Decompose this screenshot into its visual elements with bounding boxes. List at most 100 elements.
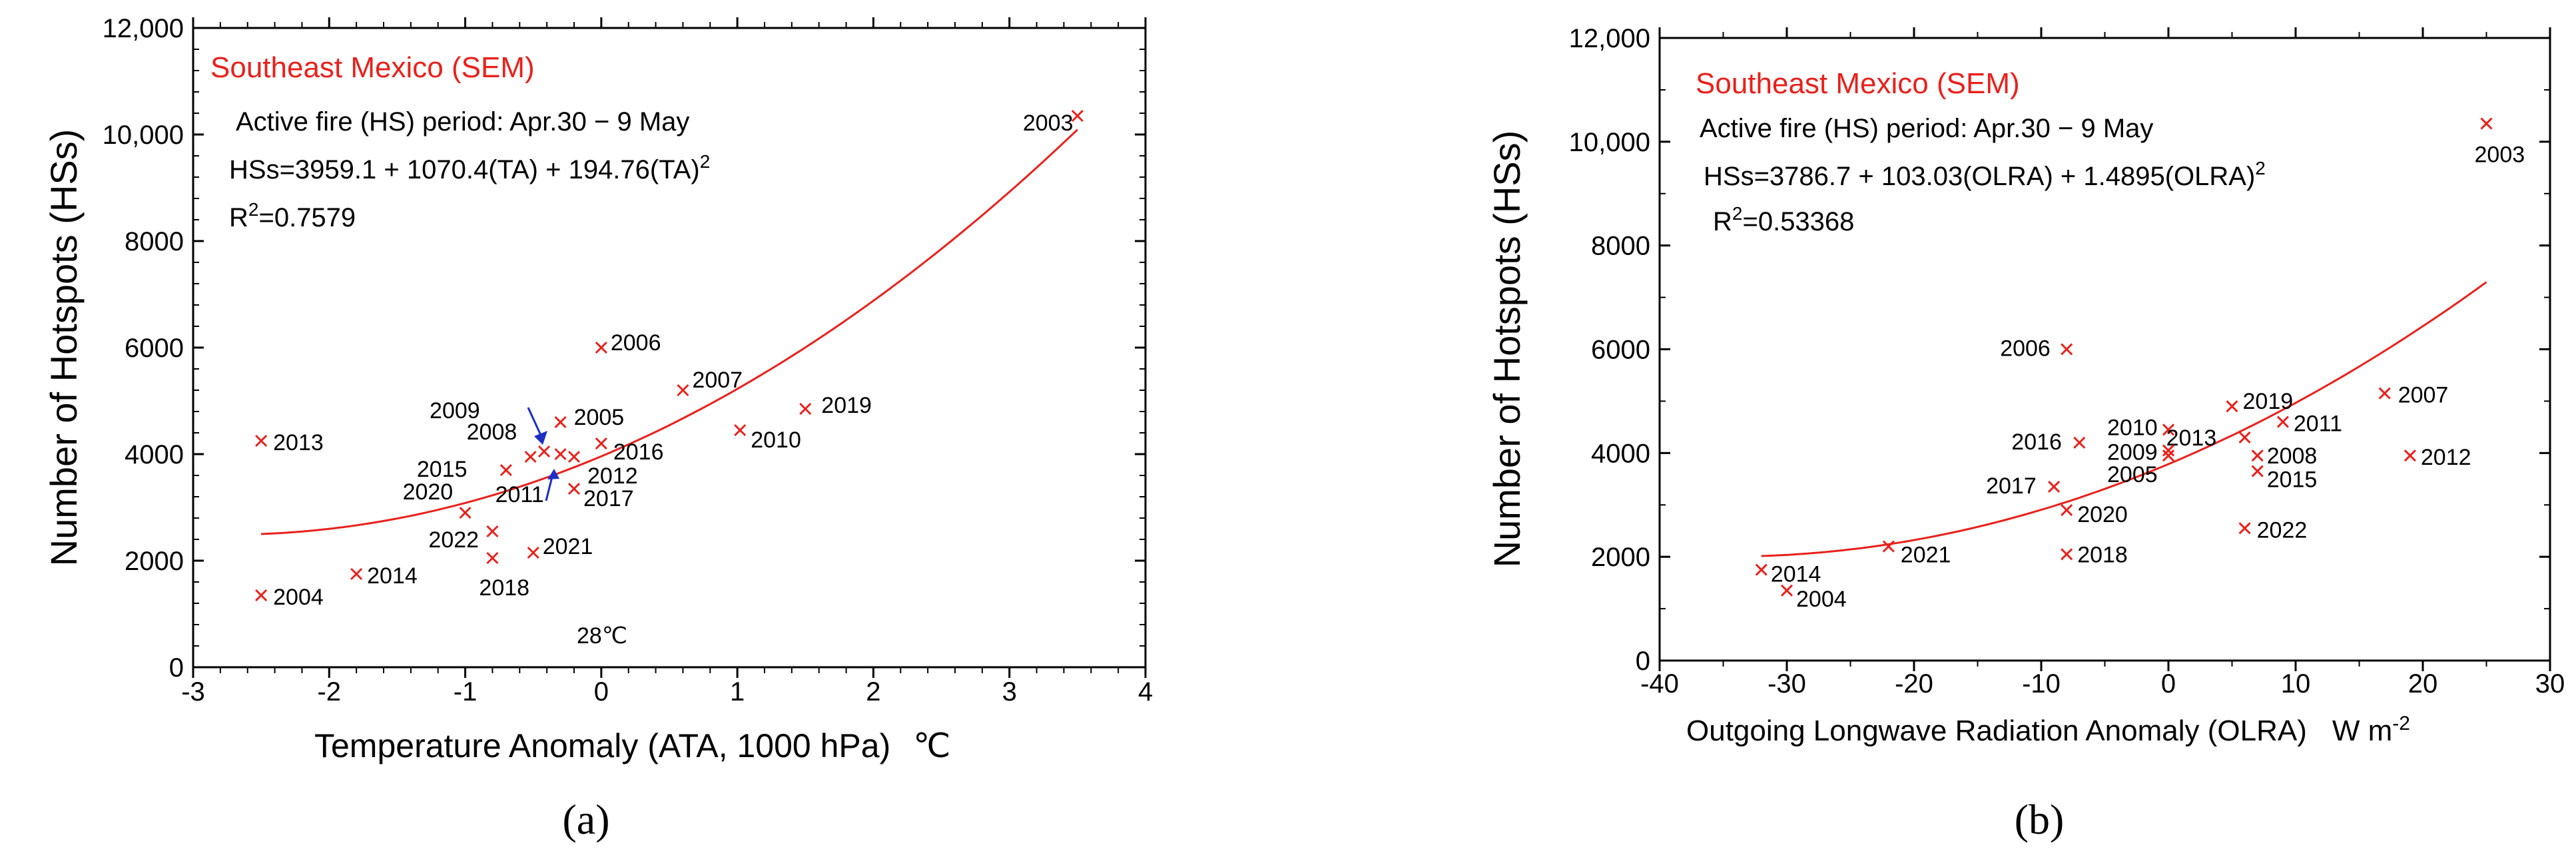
data-point-2004: 2004	[1780, 584, 1847, 612]
fit-curve	[261, 129, 1078, 535]
data-point-2016: 2016	[595, 437, 663, 465]
y-tick-label: 8000	[1591, 232, 1650, 261]
data-point-2010: 2010	[2107, 415, 2175, 440]
x-tick-label: 4	[1138, 677, 1153, 707]
point-label-2017: 2017	[1986, 473, 2037, 499]
data-point-2014: 2014	[350, 563, 418, 589]
point-marker-stroke	[2480, 117, 2493, 130]
x-tick-label: 30	[2535, 669, 2565, 699]
point-label-2013: 2013	[2166, 426, 2217, 451]
point-marker-stroke	[2404, 449, 2416, 462]
data-point-2012: 2012	[2404, 445, 2471, 470]
data-point-2013: 2013	[255, 430, 324, 455]
callout-arrowhead-2011	[547, 469, 559, 479]
data-point-2017: 2017	[567, 482, 634, 511]
x-tick-label: 20	[2408, 669, 2438, 699]
point-label-2010: 2010	[2107, 415, 2158, 440]
panel-b-r2-value: =0.53368	[1742, 207, 1854, 236]
point-marker-stroke	[527, 546, 539, 559]
x-tick-label: 10	[2281, 669, 2311, 699]
panel-b-x-axis-unit-sup: -2	[2392, 712, 2410, 734]
x-tick-label: -10	[2022, 669, 2061, 699]
data-point-2010: 2010	[734, 424, 801, 453]
panel-a-equation-exponent: 2	[700, 151, 711, 172]
data-point-2013: 2013	[2166, 426, 2251, 451]
data-point-2005: 2005	[2107, 449, 2175, 487]
x-tick-label: -2	[317, 677, 341, 707]
point-label-2018: 2018	[479, 575, 529, 601]
point-marker-stroke	[554, 416, 567, 429]
point-marker-stroke	[2251, 465, 2264, 477]
point-label-2012: 2012	[2421, 445, 2471, 470]
point-marker-stroke	[677, 384, 689, 397]
point-marker-stroke	[1780, 584, 1793, 597]
point-marker-stroke	[2073, 436, 2086, 449]
point-marker-stroke	[1071, 109, 1084, 123]
data-point-2015: 2015	[2251, 465, 2318, 493]
panel-a-equation: HSs=3959.1 + 1070.4(TA) + 194.76(TA)2	[229, 151, 710, 184]
point-marker-stroke	[486, 525, 499, 538]
point-label-2022: 2022	[428, 527, 479, 553]
panel-b-title: Southeast Mexico (SEM)	[1696, 67, 2020, 100]
panel-b-x-axis-title: Outgoing Longwave Radiation Anomaly (OLR…	[1686, 712, 2410, 747]
point-label-2005: 2005	[574, 405, 625, 430]
x-tick-label: -1	[454, 677, 478, 707]
panel-b-r2-sup: 2	[1732, 203, 1743, 224]
panel-b-y-axis-title: Number of Hotspots (HSs)	[1486, 131, 1528, 568]
point-label-2019: 2019	[2243, 389, 2294, 414]
data-point-2009: 2009	[2107, 439, 2175, 465]
panel-b-x-axis-unit: W m	[2332, 714, 2392, 747]
point-marker-stroke	[2061, 503, 2073, 517]
point-label-2004: 2004	[1796, 587, 1847, 612]
axis-ticks-b: 0 2000 4000 6000 8000 10,000 12,000 -40 -30 -20 -1…	[1569, 24, 2565, 699]
point-label-2013: 2013	[273, 430, 324, 455]
point-marker-stroke	[499, 463, 512, 477]
point-label-2018: 2018	[2077, 542, 2128, 567]
data-point-2020: 2020	[403, 479, 472, 519]
panel-a-x-axis-unit: ℃	[913, 727, 950, 764]
point-marker-stroke	[2238, 522, 2251, 535]
point-label-2009: 2009	[2107, 439, 2158, 465]
x-tick-label: -20	[1895, 669, 1933, 699]
point-label-2015: 2015	[2267, 467, 2318, 493]
point-marker-stroke	[734, 424, 747, 437]
point-marker-stroke	[799, 402, 812, 416]
point-label-2003: 2003	[1023, 111, 1074, 136]
fit-curve	[1761, 281, 2487, 557]
point-label-2012: 2012	[587, 463, 638, 489]
point-marker-stroke	[1882, 540, 1895, 553]
point-label-2020: 2020	[2077, 502, 2128, 527]
panel-b-equation: HSs=3786.7 + 103.03(OLRA) + 1.4895(OLRA)…	[1704, 158, 2266, 191]
panel-a: 0 2000 4000 6000 8000 10,000 12,000 -3 -2 -1 0 1 2 3 4…	[43, 14, 1153, 843]
x-tick-label: 2	[866, 677, 880, 707]
y-tick-label: 2000	[1591, 543, 1650, 572]
point-marker-stroke	[2378, 387, 2391, 400]
point-label-2008: 2008	[467, 420, 517, 445]
panel-b-period: Active fire (HS) period: Apr.30 − 9 May	[1700, 114, 2153, 143]
point-marker-stroke	[2162, 449, 2175, 462]
x-tick-label: 0	[594, 677, 609, 707]
point-marker-stroke	[554, 447, 567, 461]
panel-a-label: (a)	[562, 796, 609, 843]
x-tick-label: 1	[730, 677, 745, 707]
y-tick-label: 6000	[1591, 336, 1650, 365]
point-label-2022: 2022	[2257, 517, 2308, 543]
point-label-2021: 2021	[1901, 543, 1951, 568]
data-point-2017: 2017	[1986, 473, 2061, 499]
point-marker-stroke	[2226, 400, 2238, 413]
data-point-2014: 2014	[1755, 562, 1821, 587]
panel-a-r2-prefix: R	[229, 203, 248, 232]
point-label-2011: 2011	[495, 482, 544, 507]
panel-b-x-axis-label: Outgoing Longwave Radiation Anomaly (OLR…	[1686, 714, 2307, 747]
data-point-2003: 2003	[1023, 109, 1084, 136]
panel-a-period: Active fire (HS) period: Apr.30 − 9 May	[236, 107, 689, 137]
point-marker-stroke	[459, 506, 472, 519]
y-tick-label: 6000	[125, 334, 184, 363]
point-label-2017: 2017	[583, 486, 634, 511]
panel-a-r2: R2=0.7579	[229, 199, 356, 232]
x-tick-label: -3	[181, 677, 205, 707]
y-tick-label: 4000	[1591, 439, 1650, 468]
point-label-2007: 2007	[2398, 383, 2449, 408]
